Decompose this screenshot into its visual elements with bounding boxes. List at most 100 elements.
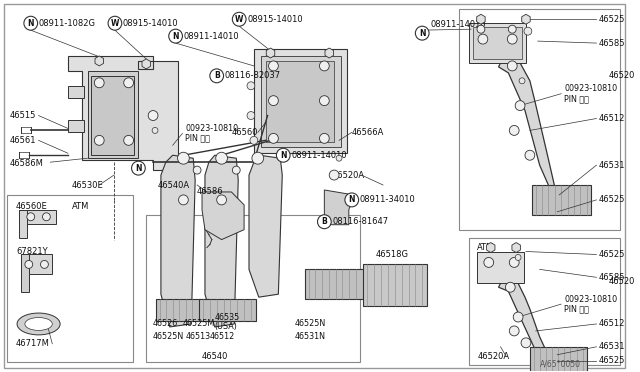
Circle shape: [508, 61, 517, 71]
Text: 46586M: 46586M: [9, 159, 43, 168]
Text: 08911-14010: 08911-14010: [430, 20, 486, 29]
Text: 46531N: 46531N: [295, 332, 326, 341]
Circle shape: [519, 78, 525, 84]
Bar: [146, 215, 360, 362]
Circle shape: [269, 96, 278, 106]
Circle shape: [508, 25, 516, 33]
Text: PIN ピン: PIN ピン: [564, 94, 589, 103]
Text: 46520: 46520: [608, 277, 634, 286]
Bar: [473, 27, 522, 59]
Polygon shape: [499, 279, 547, 361]
Text: 08911-34010: 08911-34010: [360, 195, 415, 204]
Circle shape: [27, 213, 35, 221]
Circle shape: [484, 257, 493, 267]
Text: 46561: 46561: [9, 136, 36, 145]
Text: 00923-10810: 00923-10810: [564, 295, 617, 304]
Text: B: B: [214, 71, 220, 80]
Text: 46520: 46520: [608, 71, 634, 80]
Bar: [460, 9, 620, 230]
Circle shape: [521, 338, 531, 348]
Text: 46717M: 46717M: [16, 339, 50, 348]
Text: 46512: 46512: [210, 332, 235, 341]
Text: 46585: 46585: [598, 273, 625, 282]
Circle shape: [94, 78, 104, 88]
Circle shape: [108, 16, 122, 30]
Polygon shape: [324, 190, 354, 225]
Text: N: N: [135, 164, 141, 173]
Text: 46525: 46525: [598, 15, 625, 24]
Circle shape: [515, 254, 521, 260]
Text: 46513: 46513: [186, 332, 211, 341]
Text: 46560E: 46560E: [16, 202, 48, 211]
Circle shape: [269, 61, 278, 71]
Circle shape: [515, 101, 525, 110]
Polygon shape: [325, 48, 333, 58]
Bar: [19, 210, 56, 224]
Ellipse shape: [25, 318, 52, 330]
Circle shape: [525, 150, 535, 160]
Text: ATM: ATM: [477, 243, 494, 252]
Text: (USA): (USA): [215, 323, 237, 331]
Text: W: W: [235, 15, 243, 24]
Polygon shape: [249, 155, 282, 297]
Bar: [199, 299, 256, 321]
Polygon shape: [95, 56, 104, 66]
Text: 46585: 46585: [598, 39, 625, 48]
Circle shape: [509, 326, 519, 336]
Circle shape: [319, 61, 329, 71]
Circle shape: [269, 134, 278, 143]
Circle shape: [94, 135, 104, 145]
Circle shape: [250, 137, 258, 144]
Text: 08915-14010: 08915-14010: [123, 19, 179, 28]
Text: 46560: 46560: [232, 128, 258, 137]
Bar: [530, 347, 587, 372]
Bar: [156, 299, 210, 321]
Text: 46525: 46525: [598, 250, 625, 259]
Circle shape: [319, 134, 329, 143]
Circle shape: [477, 25, 485, 33]
Text: 46566A: 46566A: [352, 128, 384, 137]
Text: 08911-14010: 08911-14010: [184, 32, 239, 41]
Circle shape: [247, 82, 255, 90]
Text: 46586: 46586: [197, 187, 224, 196]
Circle shape: [42, 213, 51, 221]
Text: 00923-10810: 00923-10810: [564, 84, 617, 93]
Text: N: N: [172, 32, 179, 41]
Text: 46525N: 46525N: [295, 320, 326, 328]
Bar: [266, 61, 334, 142]
Text: 46526: 46526: [153, 320, 179, 328]
Circle shape: [329, 170, 339, 180]
Text: 08911-14010: 08911-14010: [291, 151, 347, 160]
Circle shape: [345, 193, 358, 207]
Circle shape: [513, 312, 523, 322]
Text: 46531: 46531: [598, 342, 625, 351]
Polygon shape: [161, 155, 195, 327]
Bar: [469, 238, 620, 365]
Text: 08911-1082G: 08911-1082G: [38, 19, 95, 28]
Polygon shape: [142, 59, 150, 69]
Circle shape: [336, 155, 342, 161]
Bar: [19, 210, 27, 238]
Bar: [532, 185, 591, 215]
Text: 46512: 46512: [598, 114, 625, 123]
Bar: [7, 195, 132, 362]
Text: 46518G: 46518G: [375, 250, 408, 259]
Text: A/65°0050: A/65°0050: [540, 359, 580, 368]
Text: 46530E: 46530E: [72, 180, 104, 189]
Circle shape: [217, 195, 227, 205]
Bar: [364, 264, 427, 306]
Text: 08915-14010: 08915-14010: [247, 15, 303, 24]
Text: 46525: 46525: [598, 356, 625, 365]
Circle shape: [40, 260, 49, 268]
Circle shape: [509, 257, 519, 267]
Text: N: N: [28, 19, 34, 28]
Circle shape: [24, 16, 38, 30]
Bar: [88, 71, 138, 158]
Ellipse shape: [17, 313, 60, 335]
Bar: [469, 23, 526, 63]
Text: 46540: 46540: [202, 352, 228, 361]
Circle shape: [124, 78, 134, 88]
Bar: [68, 86, 84, 98]
Polygon shape: [512, 243, 520, 253]
Bar: [260, 56, 341, 147]
